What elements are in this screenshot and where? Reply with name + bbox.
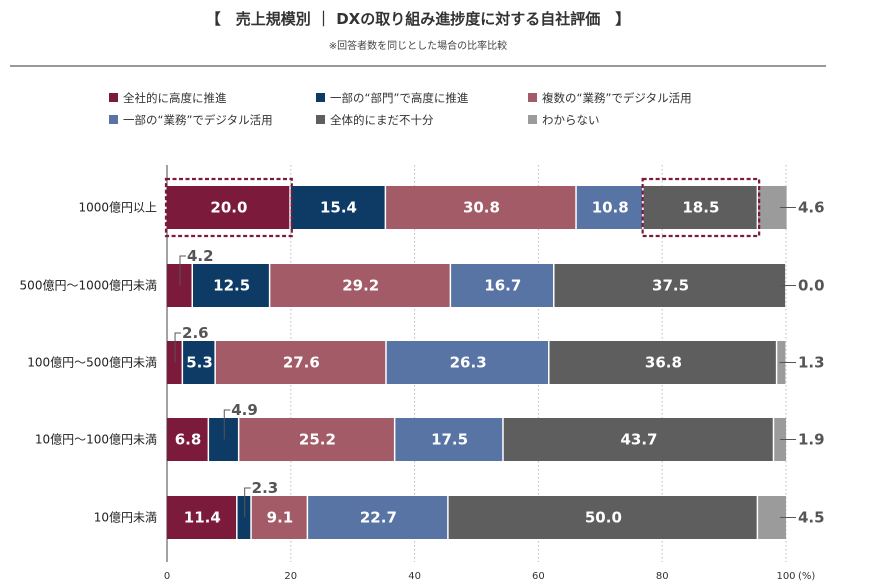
labels: 1000億円以上 20.0 15.4 30.8 10.8 18.5 4.6 500億円～100… [20,177,825,527]
bar-segment [503,418,773,461]
value-label: 12.5 [213,277,250,295]
value-label: 16.7 [484,277,521,295]
legend-label: 一部の“部門”で高度に推進 [330,91,469,105]
value-label: 1.9 [798,431,825,449]
legend-label: 一部の“業務”でデジタル活用 [123,113,273,127]
bars [167,186,787,539]
value-label: 15.4 [320,199,357,217]
value-label: 5.3 [186,354,213,372]
value-label: 9.1 [267,509,294,527]
value-label: 25.2 [299,431,336,449]
value-label: 0.0 [798,277,825,295]
highlight-box [641,177,761,238]
value-label: 6.8 [175,431,202,449]
bar-segment [237,496,251,539]
value-label: 18.5 [682,199,719,217]
bar-segment [448,496,757,539]
value-label: 4.6 [798,199,825,217]
bar-segment [386,186,576,229]
bar-segment [576,186,643,229]
bar-segment [183,341,215,384]
value-label: 30.8 [463,199,500,217]
value-label: 43.7 [620,431,657,449]
x-tick-label: 40 [408,571,421,582]
x-tick-label: 80 [656,571,669,582]
legend-label: 複数の“業務”でデジタル活用 [542,91,692,105]
value-label: 26.3 [450,354,487,372]
legend-swatch [316,115,325,124]
callout-line [179,255,186,286]
x-tick-label: 20 [284,571,297,582]
bar-segment [167,264,192,307]
bar-segment [167,418,208,461]
value-label: 4.5 [798,509,825,527]
value-label: 29.2 [342,277,379,295]
value-label: 20.0 [210,199,247,217]
value-label: 27.6 [283,354,320,372]
category-label: 1000億円以上 [78,201,157,215]
value-label: 36.8 [645,354,682,372]
value-label: 50.0 [585,509,622,527]
chart-title: 【 売上規模別 ｜ DXの取り組み進捗度に対する自社評価 】 [206,10,630,28]
bar-segment [167,341,182,384]
category-label: 10億円～100億円未満 [35,433,157,447]
value-label: 22.7 [360,509,397,527]
bar-segment [251,496,307,539]
x-unit-label: (%) [798,571,815,582]
bar-segment [290,186,385,229]
x-axis: 0 20 40 60 80 100 (%) [164,571,816,582]
callout-line [174,332,182,363]
value-label: 37.5 [652,277,689,295]
x-tick-label: 60 [532,571,545,582]
callout-line [223,409,231,440]
bar-segment [451,264,553,307]
legend-swatch [528,115,537,124]
legend-label: 全社的に高度に推進 [123,91,227,105]
bar-segment [209,418,238,461]
legend-label: わからない [542,113,600,127]
legend: 全社的に高度に推進 一部の“部門”で高度に推進 複数の“業務”でデジタル活用一部の“… [109,91,692,127]
value-label: 10.8 [592,199,629,217]
category-label: 500億円～1000億円未満 [20,279,157,293]
chart-subtitle: ※回答者数を同じとした場合の比率比較 [329,39,507,52]
bar-segment [215,341,386,384]
x-tick-label: 100 [776,571,795,582]
bar-segment [270,264,450,307]
bar-segment [192,264,269,307]
bar-segment [167,186,290,229]
bar-segment [167,496,237,539]
legend-swatch [528,93,537,102]
value-label: 1.3 [798,354,825,372]
bar-segment [386,341,549,384]
category-label: 100億円～500億円未満 [27,356,157,370]
legend-swatch [109,93,118,102]
bar-segment [239,418,394,461]
bar-segment [549,341,776,384]
bar-segment [554,264,786,307]
legend-swatch [316,93,325,102]
value-label: 2.3 [252,479,279,497]
value-label: 11.4 [184,509,221,527]
value-label: 4.9 [231,401,258,419]
callout-line [244,487,251,518]
x-tick-label: 0 [164,571,170,582]
category-label: 10億円未満 [94,511,157,525]
bar-segment [395,418,503,461]
bar-segment [308,496,448,539]
bar-segment [643,186,757,229]
value-label: 17.5 [431,431,468,449]
legend-swatch [109,115,118,124]
legend-label: 全体的にまだ不十分 [330,113,434,127]
value-label: 4.2 [187,247,214,265]
value-label: 2.6 [182,324,209,342]
